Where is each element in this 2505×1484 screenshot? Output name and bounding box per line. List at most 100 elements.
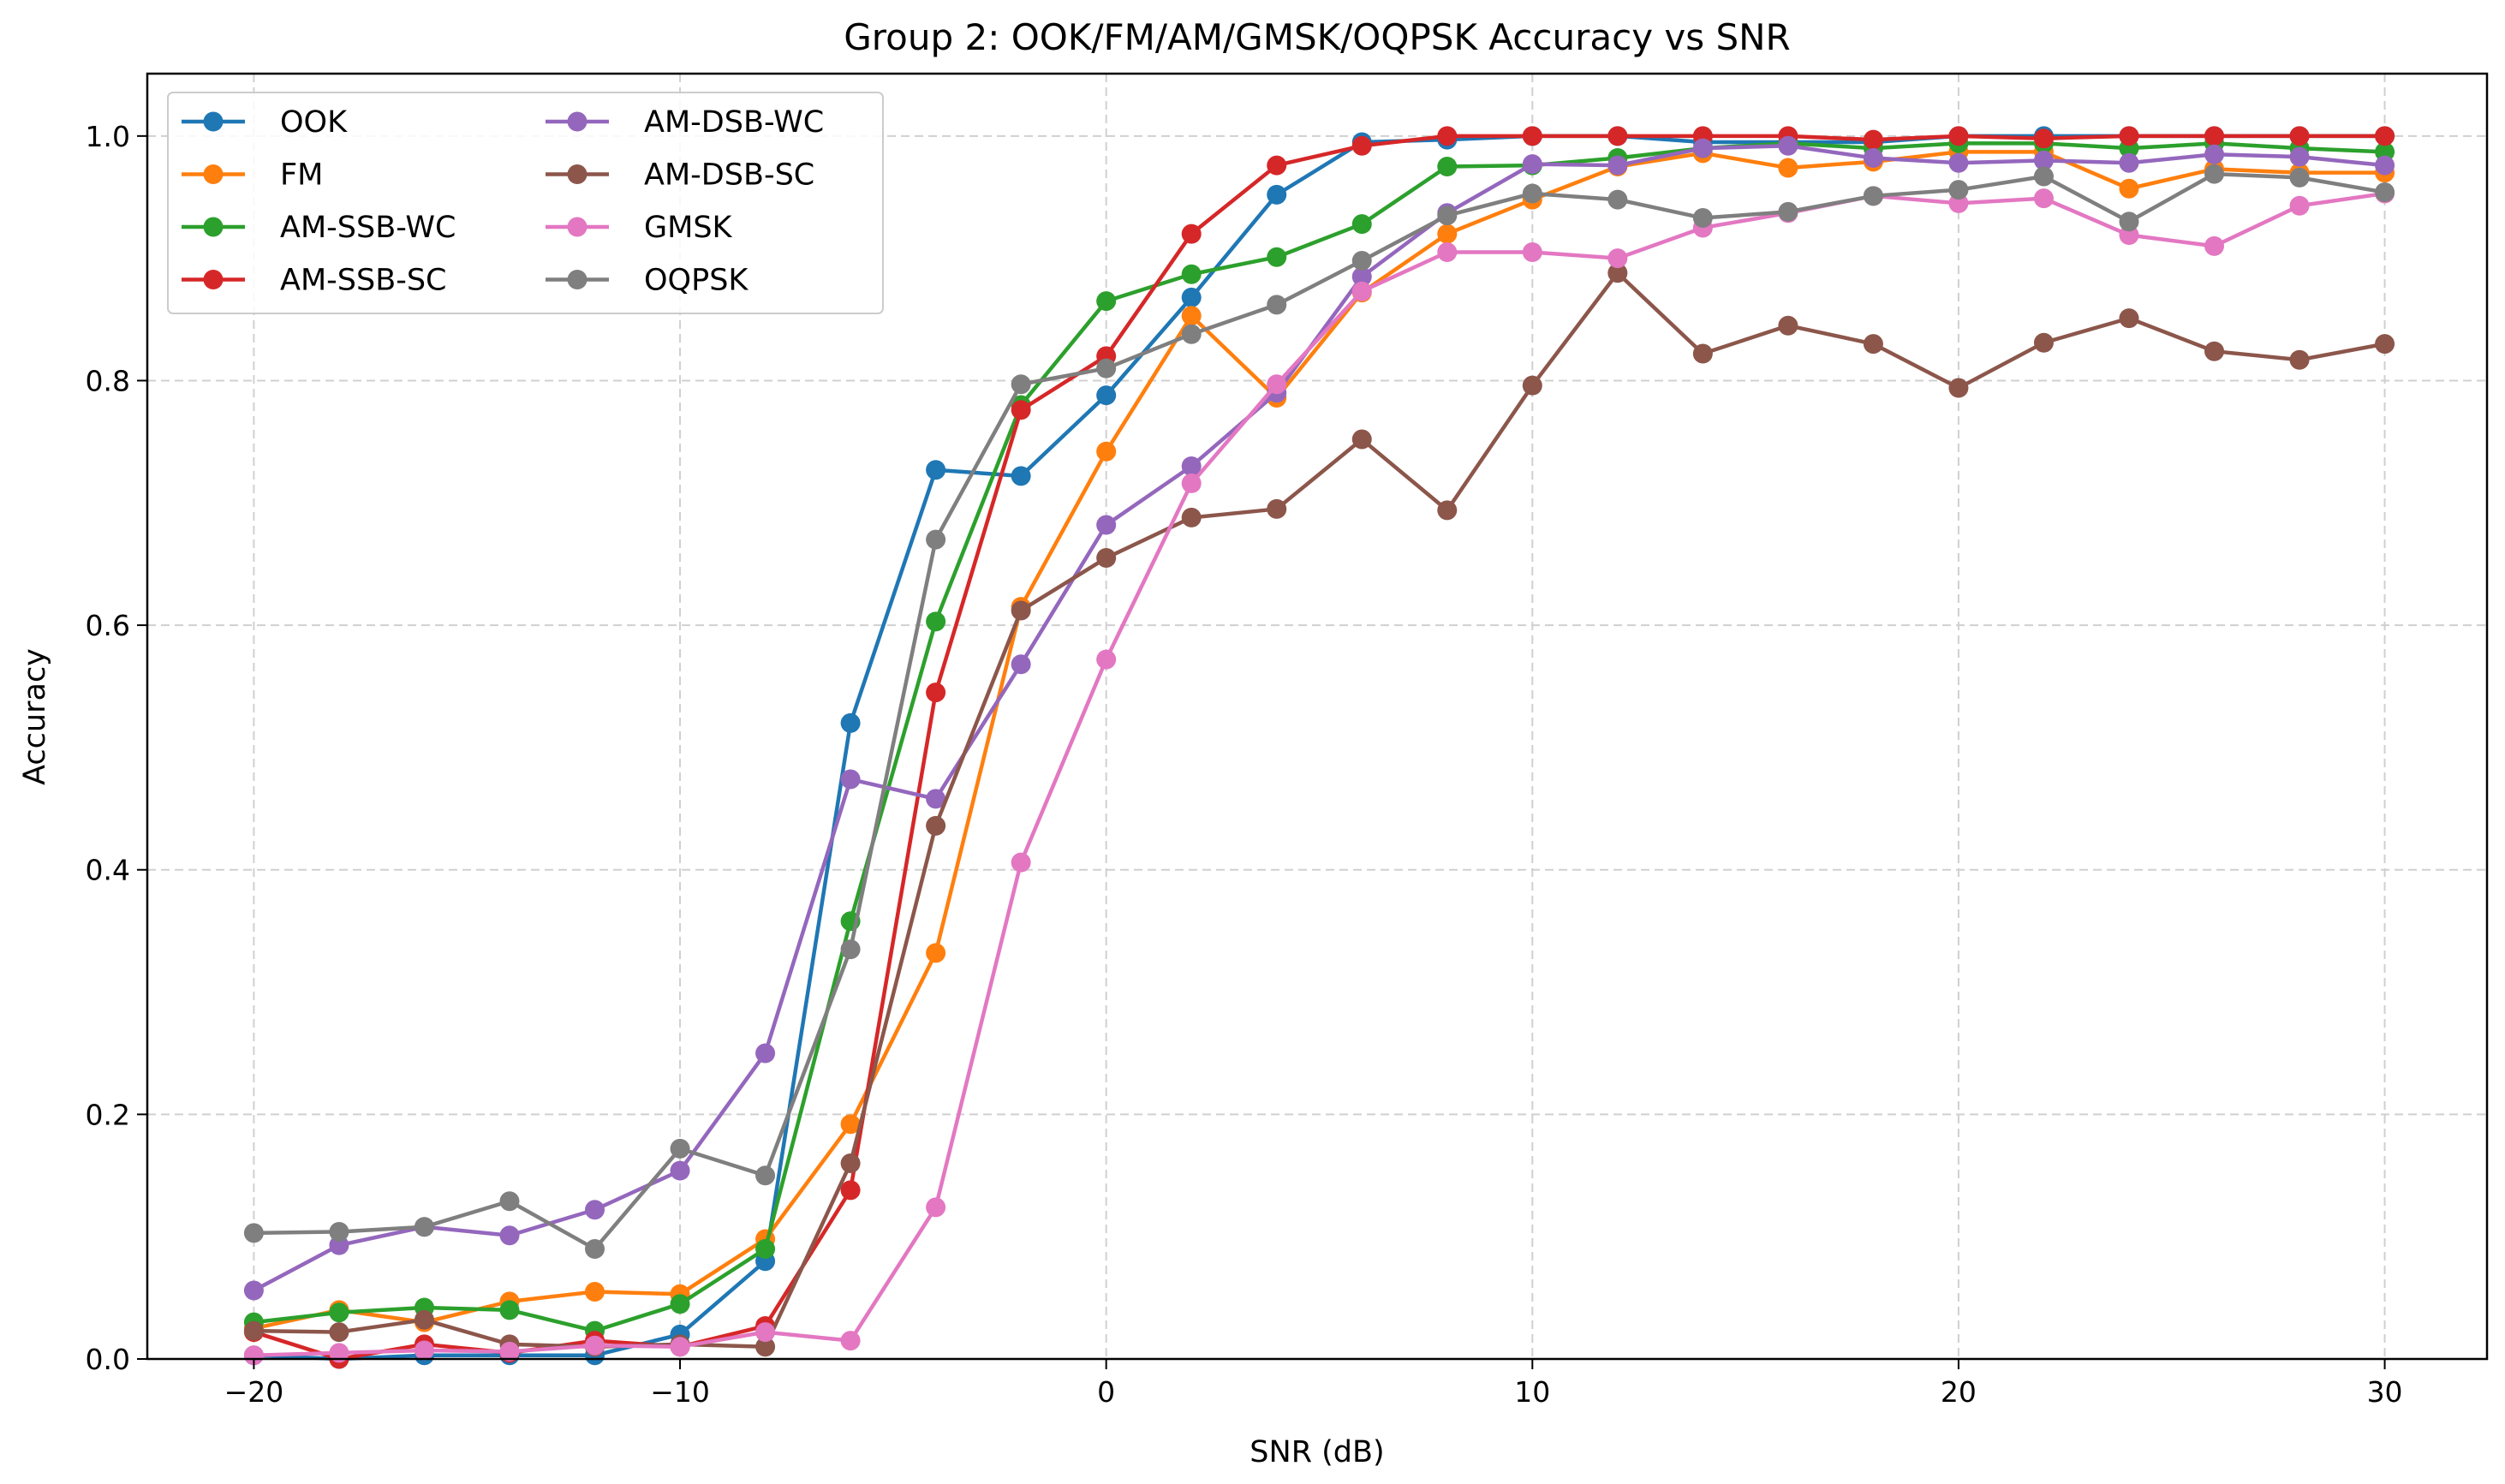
data-point: [2289, 167, 2310, 188]
series-line: [253, 141, 2385, 1333]
data-point: [1522, 375, 1542, 396]
x-tick-label: −10: [650, 1375, 710, 1409]
data-point: [840, 1180, 861, 1201]
data-point: [1267, 184, 1287, 205]
data-point: [585, 1281, 605, 1302]
data-point: [840, 769, 861, 790]
data-point: [2289, 195, 2310, 216]
data-point: [1351, 135, 1372, 156]
data-point: [243, 1345, 264, 1366]
series-oqpsk: [243, 164, 2395, 1259]
data-point: [2204, 144, 2225, 164]
data-point: [1181, 473, 1202, 493]
data-point: [243, 1320, 264, 1341]
data-point: [1522, 242, 1542, 263]
data-point: [2033, 166, 2054, 187]
legend-entry: AM-DSB-WC: [546, 105, 824, 140]
data-point: [1948, 180, 1969, 200]
legend-entry: AM-SSB-WC: [182, 211, 456, 245]
ticks: −20 −10 0 10 20 30 0.0 0.2 0.4 0.6 0.8 1.0: [86, 120, 2403, 1409]
data-point: [414, 1309, 434, 1330]
legend-label: AM-DSB-WC: [644, 105, 824, 140]
data-point: [2375, 334, 2395, 355]
legend-entry: AM-DSB-SC: [546, 158, 814, 193]
data-point: [840, 712, 861, 733]
data-point: [1011, 400, 1031, 420]
data-point: [2289, 126, 2310, 146]
data-point: [1948, 152, 1969, 173]
series-line: [253, 191, 2385, 1357]
legend-label: AM-DSB-SC: [644, 158, 814, 193]
data-point: [926, 611, 946, 632]
legend-label: GMSK: [644, 211, 733, 245]
legend-marker: [203, 270, 224, 289]
data-point: [1267, 295, 1287, 315]
legend-marker: [203, 164, 224, 184]
data-point: [670, 1337, 690, 1357]
data-point: [755, 1322, 776, 1343]
data-point: [1181, 456, 1202, 476]
data-point: [1096, 291, 1117, 312]
data-point: [1181, 507, 1202, 527]
data-point: [1181, 287, 1202, 307]
data-point: [755, 1043, 776, 1064]
data-point: [1011, 374, 1031, 395]
data-point: [329, 1302, 349, 1323]
data-point: [499, 1300, 520, 1320]
data-point: [585, 1200, 605, 1220]
data-point: [1522, 154, 1542, 175]
x-axis-label: SNR (dB): [1250, 1435, 1384, 1469]
data-point: [499, 1341, 520, 1362]
data-point: [1437, 500, 1458, 521]
data-point: [926, 943, 946, 963]
data-point: [1267, 247, 1287, 267]
data-point: [1351, 214, 1372, 235]
x-tick-label: 20: [1941, 1375, 1977, 1409]
x-tick-label: −20: [224, 1375, 284, 1409]
legend-marker: [567, 164, 587, 184]
data-point: [2375, 141, 2395, 162]
data-point: [1437, 126, 1458, 146]
legend-entry: OQPSK: [546, 264, 749, 298]
data-point: [926, 1197, 946, 1218]
data-point: [2119, 225, 2139, 246]
data-point: [585, 1335, 605, 1356]
data-point: [1011, 852, 1031, 873]
data-point: [755, 1238, 776, 1259]
legend-entry: GMSK: [546, 211, 733, 245]
data-point: [1096, 515, 1117, 535]
legend-label: AM-SSB-SC: [280, 264, 447, 298]
legend-marker: [203, 111, 224, 132]
data-point: [1692, 343, 1713, 364]
data-point: [755, 1165, 776, 1186]
series-line: [253, 144, 2385, 1293]
data-point: [2289, 349, 2310, 370]
data-point: [670, 1160, 690, 1181]
data-point: [1181, 306, 1202, 326]
x-tick-label: 0: [1097, 1375, 1115, 1409]
data-point: [1863, 129, 1883, 150]
data-point: [2119, 152, 2139, 173]
x-tick-label: 30: [2367, 1375, 2403, 1409]
data-point: [840, 1153, 861, 1173]
data-point: [1011, 654, 1031, 675]
data-point: [499, 1191, 520, 1212]
data-point: [2204, 341, 2225, 361]
data-point: [1778, 158, 1798, 178]
legend-entry: AM-SSB-SC: [182, 264, 447, 298]
legend-label: AM-SSB-WC: [280, 211, 456, 245]
data-point: [585, 1238, 605, 1259]
data-point: [2033, 128, 2054, 149]
legend-marker: [567, 111, 587, 132]
data-point: [2375, 126, 2395, 146]
plot-frame: [146, 72, 2489, 1361]
legend-label: FM: [280, 158, 323, 193]
data-point: [1437, 157, 1458, 177]
data-point: [1522, 183, 1542, 204]
data-point: [329, 1343, 349, 1363]
legend-marker: [567, 270, 587, 289]
series-line: [253, 171, 2385, 1251]
data-point: [1607, 126, 1628, 146]
data-point: [1948, 378, 1969, 398]
data-point: [2289, 146, 2310, 167]
